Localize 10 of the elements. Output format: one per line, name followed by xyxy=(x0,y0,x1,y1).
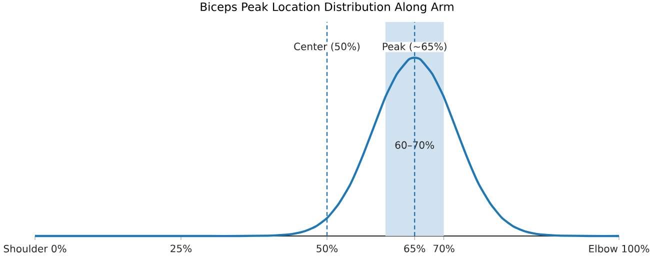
x-tick-label: 50% xyxy=(316,244,338,252)
ref-line-label: Center (50%) xyxy=(294,42,360,52)
x-tick-label: 25% xyxy=(170,244,192,252)
x-tick-label: 70% xyxy=(434,244,454,252)
chart-title: Biceps Peak Location Distribution Along Arm xyxy=(200,2,454,14)
x-tick-label: Shoulder 0% xyxy=(4,244,66,252)
x-tick-label: Elbow 100% xyxy=(589,244,650,252)
ref-line-label: Peak (~65%) xyxy=(382,42,446,52)
band-label: 60–70% xyxy=(395,141,434,149)
x-tick-label: 65% xyxy=(404,244,426,252)
